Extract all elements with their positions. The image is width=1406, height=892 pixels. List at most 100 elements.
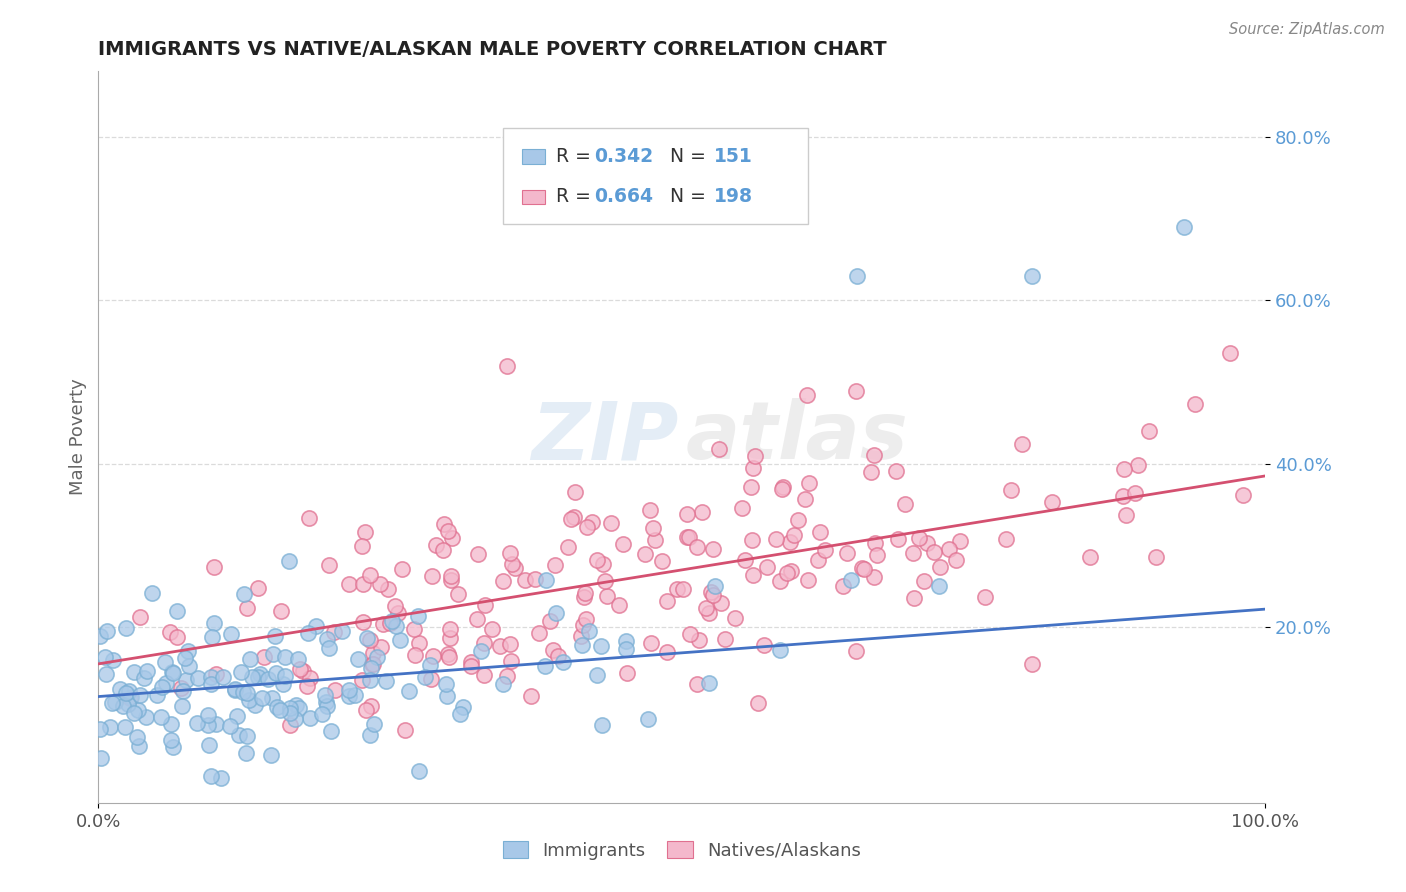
Point [496,668,519,682]
Point [1112,489,1135,503]
Point [595,574,617,588]
Point [375,674,398,689]
Text: R =: R = [557,187,598,206]
Point [141,586,163,600]
Point [614,641,637,656]
Point [697,676,720,690]
Point [224,683,246,698]
Point [863,536,886,550]
Point [734,553,756,567]
Point [235,746,257,760]
Point [908,531,931,545]
Point [249,667,271,681]
Point [239,652,262,666]
Point [232,587,254,601]
Point [783,527,806,541]
Point [104,695,127,709]
Point [264,666,287,681]
Point [499,546,522,560]
Point [633,547,655,561]
Point [187,671,209,685]
Point [807,553,830,567]
Point [929,560,952,574]
Point [172,698,194,713]
Point [569,629,592,643]
Point [995,532,1018,546]
Point [384,619,406,633]
Point [366,649,388,664]
Point [280,706,302,720]
Point [422,649,444,664]
Point [323,682,346,697]
Point [592,557,614,571]
Point [831,579,853,593]
Point [769,574,792,588]
Point [224,682,246,697]
Text: 0.342: 0.342 [595,147,654,166]
Point [447,587,470,601]
Point [117,697,139,711]
Point [129,688,152,702]
Point [845,644,868,658]
Point [1021,657,1043,671]
Point [122,706,145,721]
Point [837,546,859,560]
Point [917,536,939,550]
Point [599,516,621,531]
Point [1000,483,1022,497]
Point [361,646,384,660]
Point [108,682,131,697]
Point [1011,436,1033,450]
Point [200,670,222,684]
Point [515,574,537,588]
Point [269,703,291,717]
Point [686,676,709,690]
Point [519,689,541,703]
Point [162,740,184,755]
Point [1184,397,1206,411]
Point [288,662,311,676]
Point [177,659,200,673]
Legend: Immigrants, Natives/Alaskans: Immigrants, Natives/Alaskans [496,834,868,867]
Point [574,586,596,600]
Point [394,723,416,737]
Point [704,579,727,593]
Point [496,359,519,373]
Point [853,562,876,576]
Point [127,703,149,717]
Point [534,658,557,673]
Point [787,513,810,527]
Point [236,730,259,744]
Point [159,717,181,731]
Point [575,612,598,626]
Point [884,464,907,478]
Point [501,557,523,571]
Point [315,694,337,708]
Point [101,653,124,667]
Point [741,533,763,547]
Point [1128,458,1150,472]
Point [209,772,232,786]
Point [256,672,278,686]
Point [922,544,945,558]
Point [434,677,457,691]
Point [197,739,219,753]
Text: N =: N = [652,187,711,206]
Point [1080,549,1102,564]
Point [172,684,194,698]
Point [205,667,228,681]
Point [354,702,377,716]
Point [612,537,634,551]
Point [866,548,889,562]
Point [747,696,769,710]
Point [389,632,412,647]
Point [186,716,208,731]
Point [337,577,360,591]
Point [344,688,367,702]
Point [370,577,392,591]
Point [173,651,195,665]
Point [114,720,136,734]
Point [352,539,374,553]
Point [437,650,460,665]
Point [793,492,815,507]
